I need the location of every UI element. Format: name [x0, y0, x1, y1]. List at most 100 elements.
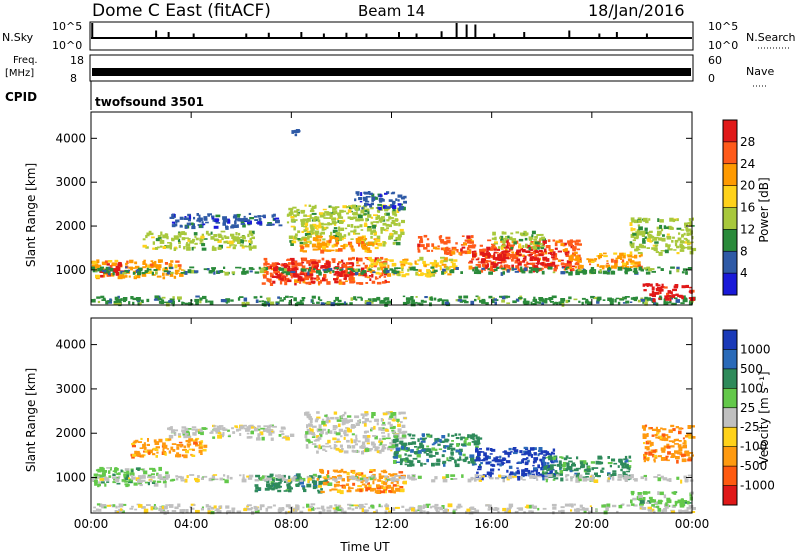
- heatmap-cell: [259, 504, 265, 508]
- heatmap-cell: [229, 476, 233, 480]
- heatmap-cell: [329, 505, 333, 509]
- heatmap-cell: [314, 248, 319, 251]
- heatmap-cell: [364, 509, 368, 514]
- heatmap-cell: [454, 433, 458, 437]
- heatmap-cell: [532, 303, 537, 306]
- heatmap-cell: [495, 477, 500, 480]
- heatmap-cell: [269, 264, 275, 268]
- heatmap-cell: [309, 210, 315, 213]
- heatmap-cell: [152, 247, 156, 250]
- heatmap-cell: [652, 244, 656, 247]
- heatmap-cell: [347, 209, 352, 213]
- heatmap-cell: [351, 204, 356, 209]
- heatmap-cell: [400, 411, 406, 415]
- heatmap-cell: [115, 260, 119, 262]
- heatmap-cell: [630, 499, 633, 504]
- heatmap-cell: [141, 476, 146, 479]
- heatmap-cell: [205, 221, 209, 224]
- heatmap-cell: [378, 440, 381, 443]
- heatmap-cell: [311, 271, 316, 273]
- heatmap-cell: [502, 231, 507, 235]
- colorbar-tick-label: 4: [740, 266, 748, 280]
- heatmap-cell: [668, 296, 673, 299]
- heatmap-cell: [476, 270, 481, 273]
- heatmap-cell: [681, 510, 685, 513]
- heatmap-cell: [644, 446, 650, 450]
- heatmap-cell: [141, 479, 146, 482]
- heatmap-cell: [574, 251, 578, 255]
- heatmap-cell: [353, 439, 357, 444]
- heatmap-cell: [603, 255, 608, 258]
- heatmap-cell: [333, 488, 338, 491]
- heatmap-cell: [318, 424, 322, 429]
- heatmap-cell: [95, 469, 99, 472]
- heatmap-cell: [316, 278, 319, 282]
- heatmap-cell: [644, 492, 649, 494]
- heatmap-cell: [288, 475, 291, 480]
- heatmap-cell: [281, 271, 286, 274]
- heatmap-cell: [452, 248, 456, 251]
- heatmap-cell: [352, 471, 355, 475]
- heatmap-cell: [399, 488, 404, 493]
- heatmap-cell: [331, 217, 337, 221]
- heatmap-cell: [562, 464, 566, 467]
- heatmap-cell: [622, 262, 627, 266]
- heatmap-cell: [461, 246, 466, 249]
- heatmap-cell: [337, 262, 340, 266]
- heatmap-cell: [417, 236, 423, 239]
- heatmap-cell: [144, 450, 149, 453]
- heatmap-cell: [285, 437, 290, 441]
- heatmap-cell: [523, 511, 526, 514]
- heatmap-cell: [374, 448, 379, 452]
- heatmap-cell: [419, 256, 424, 261]
- heatmap-cell: [501, 240, 506, 243]
- heatmap-cell: [435, 451, 439, 455]
- heatmap-cell: [187, 269, 192, 274]
- heatmap-cell: [99, 266, 104, 269]
- heatmap-cell: [193, 441, 198, 445]
- heatmap-cell: [500, 264, 503, 267]
- heatmap-cell: [135, 453, 141, 457]
- heatmap-cell: [332, 469, 335, 472]
- heatmap-cell: [266, 297, 271, 302]
- heatmap-cell: [432, 246, 438, 250]
- heatmap-cell: [690, 425, 695, 428]
- heatmap-cell: [294, 133, 298, 137]
- heatmap-cell: [182, 449, 187, 451]
- heatmap-cell: [673, 249, 677, 251]
- heatmap-cell: [354, 506, 359, 509]
- heatmap-cell: [198, 446, 203, 449]
- heatmap-cell: [589, 475, 592, 478]
- heatmap-cell: [370, 428, 373, 432]
- heatmap-cell: [651, 294, 656, 298]
- heatmap-cell: [644, 451, 648, 455]
- heatmap-cell: [678, 509, 682, 513]
- heatmap-cell: [438, 438, 442, 443]
- heatmap-cell: [285, 264, 289, 267]
- heatmap-cell: [681, 427, 684, 430]
- heatmap-cell: [408, 507, 412, 511]
- heatmap-cell: [139, 447, 144, 449]
- heatmap-cell: [634, 248, 639, 252]
- heatmap-cell: [288, 300, 292, 304]
- heatmap-cell: [648, 427, 651, 430]
- heatmap-cell: [325, 416, 330, 419]
- heatmap-cell: [255, 474, 261, 478]
- heatmap-cell: [431, 443, 435, 446]
- heatmap-cell: [428, 454, 433, 458]
- heatmap-cell: [350, 245, 354, 250]
- heatmap-cell: [120, 508, 123, 511]
- heatmap-cell: [356, 209, 359, 212]
- heatmap-cell: [307, 477, 312, 481]
- heatmap-cell: [618, 504, 623, 509]
- heatmap-cell: [678, 427, 683, 430]
- heatmap-cell: [408, 442, 410, 446]
- heatmap-cell: [446, 246, 449, 250]
- heatmap-cell: [251, 426, 254, 429]
- heatmap-cell: [370, 262, 375, 266]
- heatmap-cell: [553, 254, 558, 258]
- heatmap-cell: [379, 220, 383, 223]
- heatmap-cell: [444, 445, 449, 448]
- heatmap-cell: [507, 235, 510, 239]
- heatmap-cell: [571, 267, 575, 271]
